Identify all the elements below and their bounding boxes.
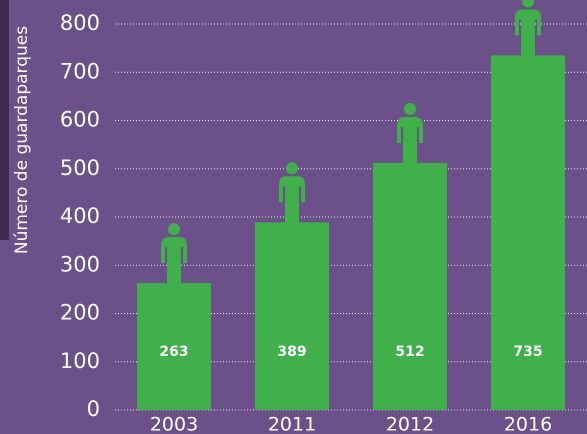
bar: [255, 222, 329, 410]
person-icon: [515, 0, 541, 56]
y-tick-label: 300: [60, 252, 100, 276]
person-body: [279, 176, 305, 223]
bar: [373, 162, 447, 410]
y-tick-label: 400: [60, 204, 100, 228]
bar: [137, 283, 211, 410]
y-tick-label: 200: [60, 301, 100, 325]
x-tick-label: 2016: [504, 414, 552, 434]
y-tick-label: 0: [87, 397, 100, 421]
bar: [491, 55, 565, 411]
side-strip: [0, 0, 9, 240]
y-tick-label: 500: [60, 156, 100, 180]
y-tick-label: 700: [60, 59, 100, 83]
person-icon: [397, 102, 423, 163]
value-label: 735: [513, 344, 542, 360]
x-tick-label: 2003: [150, 414, 198, 434]
person-body: [397, 116, 423, 163]
person-body: [161, 237, 187, 284]
value-label: 389: [277, 344, 306, 360]
y-tick-label: 100: [60, 349, 100, 373]
y-tick-label: 800: [60, 11, 100, 35]
person-head: [522, 0, 534, 8]
value-label: 512: [395, 344, 424, 360]
y-axis-label: Número de guardaparques: [12, 26, 32, 254]
person-icon: [279, 162, 305, 223]
person-head: [168, 223, 180, 236]
y-tick-label: 600: [60, 108, 100, 132]
person-icon: [161, 223, 187, 284]
person-head: [404, 102, 416, 115]
x-tick-label: 2012: [386, 414, 434, 434]
x-tick-label: 2011: [268, 414, 316, 434]
person-head: [286, 162, 298, 175]
person-body: [515, 9, 541, 56]
value-label: 263: [159, 344, 188, 360]
